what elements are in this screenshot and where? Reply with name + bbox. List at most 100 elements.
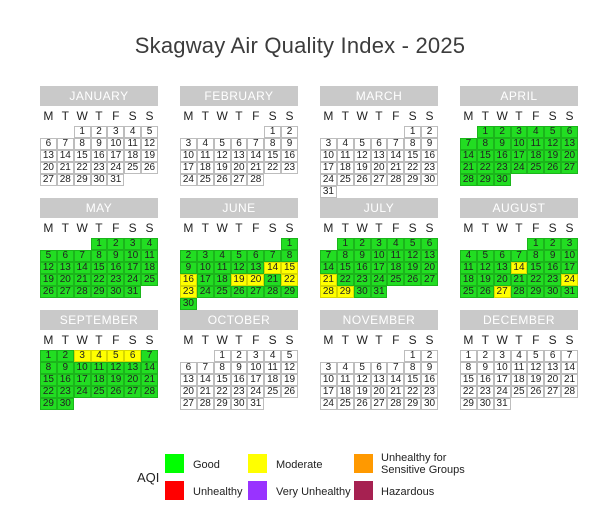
day-cell: 29 [213, 398, 231, 410]
weekday-label: T [481, 221, 489, 235]
day-cell: 10 [107, 138, 125, 150]
day-cell: 13 [421, 250, 438, 262]
weekday-label: T [61, 333, 69, 347]
day-cell: 12 [107, 362, 125, 374]
day-cell: 6 [56, 250, 74, 262]
day-cell: 21 [561, 374, 578, 386]
day-cell: 1 [460, 350, 477, 362]
day-cell: 28 [264, 286, 282, 298]
day-cell: 16 [421, 374, 438, 386]
weekday-label: S [145, 333, 154, 347]
day-cell: 2 [421, 126, 438, 138]
legend-swatch-moderate [248, 454, 267, 473]
day-cell: 11 [264, 362, 282, 374]
day-cell: 22 [73, 162, 91, 174]
day-cell: 26 [141, 162, 158, 174]
day-cell: 5 [141, 126, 158, 138]
day-cell: 5 [353, 362, 371, 374]
weekday-label: M [323, 221, 334, 235]
day-cell: 20 [561, 150, 578, 162]
day-cell: 30 [421, 398, 438, 410]
day-cell: 29 [40, 398, 57, 410]
day-cell: 8 [40, 362, 57, 374]
weekday-label: F [392, 333, 400, 347]
weekday-label: S [145, 109, 154, 123]
day-cell: 27 [421, 274, 438, 286]
day-cell: 22 [404, 386, 422, 398]
day-cell: 17 [561, 262, 578, 274]
weekday-label: T [61, 109, 69, 123]
day-cell: 23 [544, 274, 562, 286]
day-cell: 18 [336, 162, 354, 174]
day-cell: 28 [387, 398, 405, 410]
day-cell: 18 [213, 274, 231, 286]
day-cell: 13 [124, 362, 142, 374]
day-cell: 1 [476, 126, 494, 138]
weekday-label: T [375, 109, 383, 123]
day-cell: 21 [141, 374, 158, 386]
day-cell: 1 [281, 238, 298, 250]
month-june: JUNE M T W T F S S 1 2 3 4 5 6 7 8 9 10 11 12 13 14 15 16 17 18 19… [180, 198, 298, 310]
chart-title: Skagway Air Quality Index - 2025 [134, 33, 466, 58]
day-cell: 30 [544, 286, 562, 298]
legend-swatch-hazardous [354, 481, 373, 500]
day-cell: 27 [56, 286, 74, 298]
day-cell: 23 [353, 274, 371, 286]
weekday-label: M [183, 109, 194, 123]
day-cell: 5 [527, 350, 545, 362]
day-cell: 23 [56, 386, 74, 398]
day-cell: 12 [353, 374, 371, 386]
day-cell: 21 [387, 386, 405, 398]
day-cell: 22 [281, 274, 298, 286]
day-cell: 29 [336, 286, 354, 298]
day-cell: 21 [56, 162, 74, 174]
weekday-label: M [323, 333, 334, 347]
day-cell: 16 [230, 374, 248, 386]
day-cell: 10 [180, 150, 197, 162]
day-cell: 8 [73, 138, 91, 150]
day-cell: 29 [527, 286, 545, 298]
day-grid: 1 2 3 4 5 6 7 8 9 10 11 12 13 14 15 16 17 18 19 20 21 22 23 24 2… [320, 126, 438, 198]
weekday-label: F [392, 109, 400, 123]
day-cell: 1 [527, 238, 545, 250]
weekday-label: F [252, 109, 260, 123]
day-cell: 31 [107, 174, 125, 186]
day-cell: 13 [247, 262, 265, 274]
day-cell: 8 [404, 362, 422, 374]
day-cell: 8 [404, 138, 422, 150]
day-cell: 28 [247, 174, 265, 186]
day-cell: 10 [320, 150, 337, 162]
day-cell: 14 [73, 262, 91, 274]
day-cell: 27 [370, 398, 388, 410]
day-cell: 1 [336, 238, 354, 250]
day-cell: 29 [90, 286, 108, 298]
day-cell: 19 [107, 374, 125, 386]
day-cell: 6 [421, 238, 438, 250]
day-cell: 2 [56, 350, 74, 362]
day-cell: 10 [370, 250, 388, 262]
day-cell: 14 [56, 150, 74, 162]
day-cell: 23 [180, 286, 197, 298]
day-cell: 17 [247, 374, 265, 386]
day-cell: 3 [510, 126, 528, 138]
day-cell: 3 [370, 238, 388, 250]
weekday-label: S [128, 109, 137, 123]
day-cell: 14 [247, 150, 265, 162]
day-cell: 14 [387, 374, 405, 386]
weekday-label: S [268, 333, 277, 347]
month-header: SEPTEMBER [40, 310, 158, 330]
day-cell: 10 [561, 250, 578, 262]
day-cell: 9 [56, 362, 74, 374]
day-cell: 30 [56, 398, 74, 410]
weekday-label: F [532, 333, 540, 347]
day-cell: 8 [90, 250, 108, 262]
day-cell: 4 [196, 138, 214, 150]
day-cell: 4 [460, 250, 477, 262]
day-cell: 28 [73, 286, 91, 298]
day-cell: 7 [387, 362, 405, 374]
